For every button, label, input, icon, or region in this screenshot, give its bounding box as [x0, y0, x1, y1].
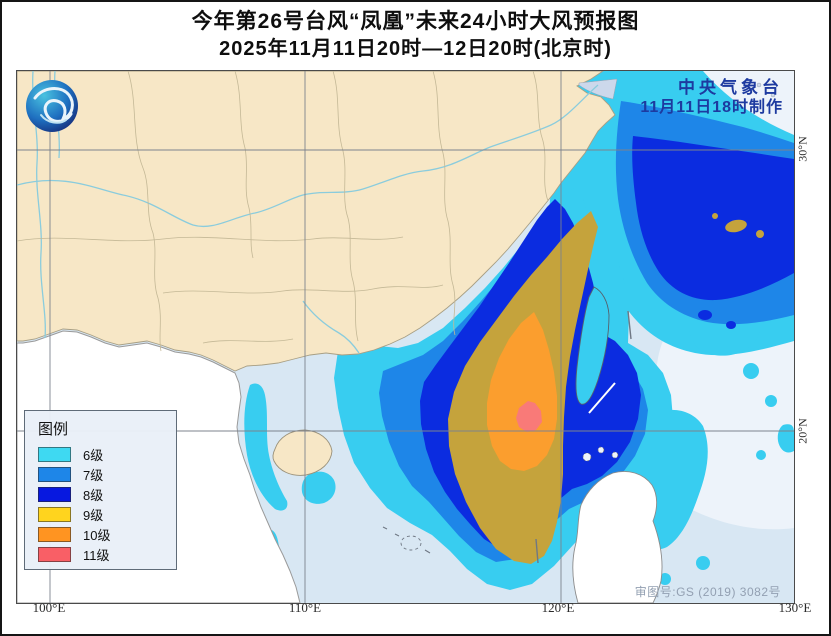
legend-label: 7级 [83, 467, 104, 483]
lat-label-30n: 30°N [795, 136, 810, 162]
agency-issue-time: 11月11日18时制作 [640, 99, 783, 116]
land-china [17, 71, 618, 372]
cma-logo [26, 80, 78, 132]
province-borders [17, 71, 549, 352]
page-subtitle: 2025年11月11日20时—12日20时(北京时) [219, 38, 612, 60]
legend-swatch-level6 [38, 446, 71, 462]
lat-label-20n: 20°N [795, 418, 810, 444]
legend-label: 9级 [83, 507, 104, 523]
legend-swatch-level11 [38, 546, 71, 562]
lon-label-110e: 110°E [288, 600, 322, 615]
wind-zone-level11 [516, 401, 542, 432]
legend-item: 11级 [38, 544, 164, 564]
legend-item: 10级 [38, 524, 164, 544]
lon-label-120e: 120°E [541, 600, 575, 615]
legend-title: 图例 [38, 421, 69, 438]
agency-name: 中央气象台 [678, 78, 783, 97]
legend-item: 6级 [38, 444, 164, 464]
page-title: 今年第26号台风“凤凰”未来24小时大风预报图 [191, 10, 640, 33]
legend-panel: 图例 6级 7级 8级 9级 10级 11级 [24, 410, 177, 570]
header: 今年第26号台风“凤凰”未来24小时大风预报图 2025年11月11日20时—1… [2, 8, 829, 62]
legend-item: 7级 [38, 464, 164, 484]
legend-swatch-level7 [38, 466, 71, 482]
legend-label: 11级 [83, 547, 110, 563]
legend-item: 9级 [38, 504, 164, 524]
island-taiwan [575, 286, 610, 405]
legend-label: 6级 [83, 447, 104, 463]
boundary-marks [382, 310, 632, 564]
map-streak [588, 382, 616, 414]
map-license: 审图号:GS (2019) 3082号 [634, 585, 781, 599]
agency-caption: 中央气象台 11月11日18时制作 [640, 78, 783, 118]
lon-label-100e: 100°E [32, 600, 66, 615]
legend-swatch-level9 [38, 506, 71, 522]
lon-label-130e: 130°E [778, 600, 812, 615]
legend-item: 8级 [38, 484, 164, 504]
legend-swatch-level8 [38, 486, 71, 502]
island-hainan [272, 429, 333, 476]
legend-label: 10级 [83, 527, 111, 543]
legend-swatch-level10 [38, 526, 71, 542]
legend-label: 8级 [83, 487, 104, 503]
